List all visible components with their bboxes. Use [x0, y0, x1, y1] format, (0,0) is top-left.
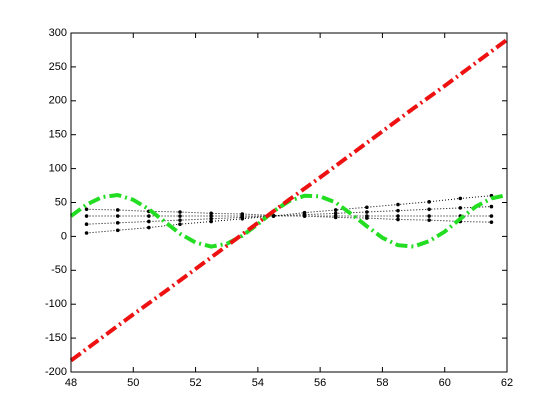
point	[396, 202, 400, 207]
x-tick-label: 58	[376, 377, 388, 389]
point	[84, 207, 89, 212]
point	[489, 204, 494, 209]
point	[115, 208, 120, 212]
y-tick-label: 300	[49, 27, 67, 39]
point	[209, 216, 213, 221]
point	[209, 219, 213, 224]
point	[458, 196, 463, 201]
point	[209, 211, 213, 216]
point	[333, 215, 338, 220]
point	[333, 211, 338, 216]
point	[427, 200, 431, 204]
x-tick-label: 50	[127, 377, 139, 389]
y-tick-label: 100	[49, 163, 67, 175]
point	[489, 214, 494, 218]
point	[396, 214, 400, 218]
point	[178, 210, 182, 214]
point	[365, 210, 369, 214]
point	[147, 214, 151, 218]
point	[302, 214, 307, 218]
point	[427, 214, 431, 218]
point	[365, 205, 369, 210]
point	[365, 216, 369, 220]
point	[147, 219, 151, 224]
point	[333, 208, 338, 212]
point	[178, 218, 182, 222]
point	[178, 222, 182, 226]
y-tick-label: -150	[45, 332, 67, 344]
point	[427, 218, 431, 222]
point	[458, 206, 463, 210]
y-tick-label: -200	[45, 366, 67, 378]
series-line	[69, 38, 509, 363]
y-tick-label: 250	[49, 61, 67, 73]
point	[84, 214, 89, 218]
x-tick-label: 48	[65, 377, 77, 389]
y-tick-label: -100	[45, 298, 67, 310]
x-tick-label: 52	[189, 377, 201, 389]
point	[115, 214, 120, 218]
point	[84, 222, 89, 226]
y-tick-label: 150	[49, 129, 67, 141]
axes-box	[70, 32, 508, 373]
y-tick-label: 200	[49, 95, 67, 107]
x-tick-label: 56	[314, 377, 326, 389]
y-tick-label: -50	[51, 264, 67, 276]
point	[209, 214, 213, 218]
point	[396, 208, 400, 213]
point	[396, 217, 400, 222]
x-tick-label: 60	[439, 377, 451, 389]
point	[178, 214, 182, 218]
point	[147, 225, 151, 230]
x-tick-label: 62	[501, 377, 513, 389]
x-tick-label: 54	[252, 377, 264, 389]
point	[489, 220, 494, 224]
point	[115, 221, 120, 225]
point	[240, 212, 245, 216]
y-tick-label: 0	[61, 230, 67, 242]
point	[427, 207, 431, 212]
point	[115, 228, 120, 233]
y-tick-label: 50	[55, 196, 67, 208]
point	[84, 231, 89, 235]
